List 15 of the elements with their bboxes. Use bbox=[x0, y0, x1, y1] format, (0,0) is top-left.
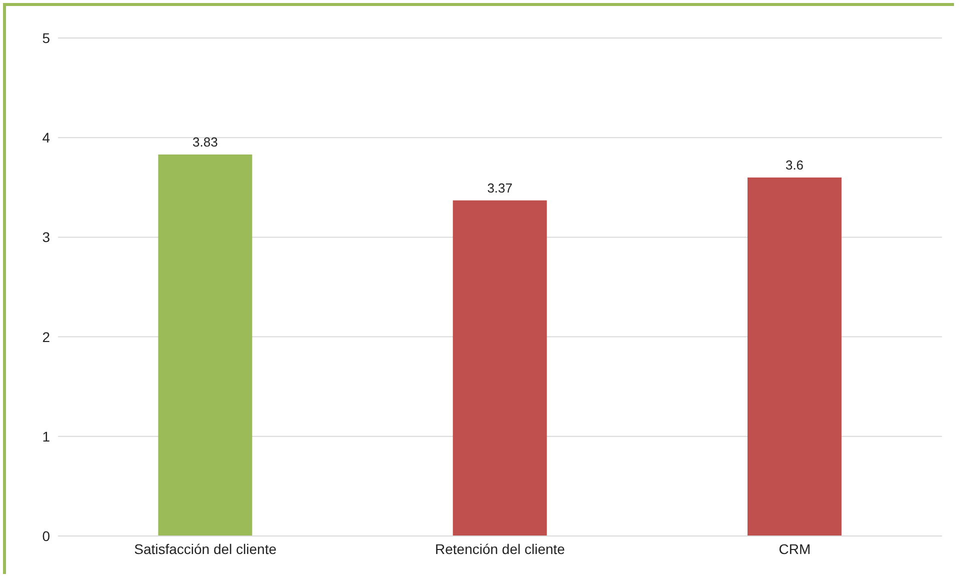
x-tick-label: Retención del cliente bbox=[435, 540, 566, 557]
y-tick-label: 3 bbox=[42, 229, 50, 246]
y-tick-label: 2 bbox=[42, 328, 50, 345]
y-tick-label: 5 bbox=[42, 30, 50, 46]
y-tick-label: 4 bbox=[42, 130, 50, 146]
data-label: 3.6 bbox=[785, 157, 804, 172]
data-label: 3.37 bbox=[487, 180, 513, 196]
bar bbox=[748, 177, 842, 536]
bar bbox=[158, 154, 252, 536]
y-tick-label: 1 bbox=[42, 428, 50, 444]
x-tick-label: CRM bbox=[778, 540, 811, 557]
y-tick-label: 0 bbox=[42, 528, 50, 544]
x-tick-label: Satisfacción del cliente bbox=[134, 540, 277, 557]
data-label: 3.83 bbox=[192, 134, 218, 150]
bar bbox=[452, 200, 547, 536]
